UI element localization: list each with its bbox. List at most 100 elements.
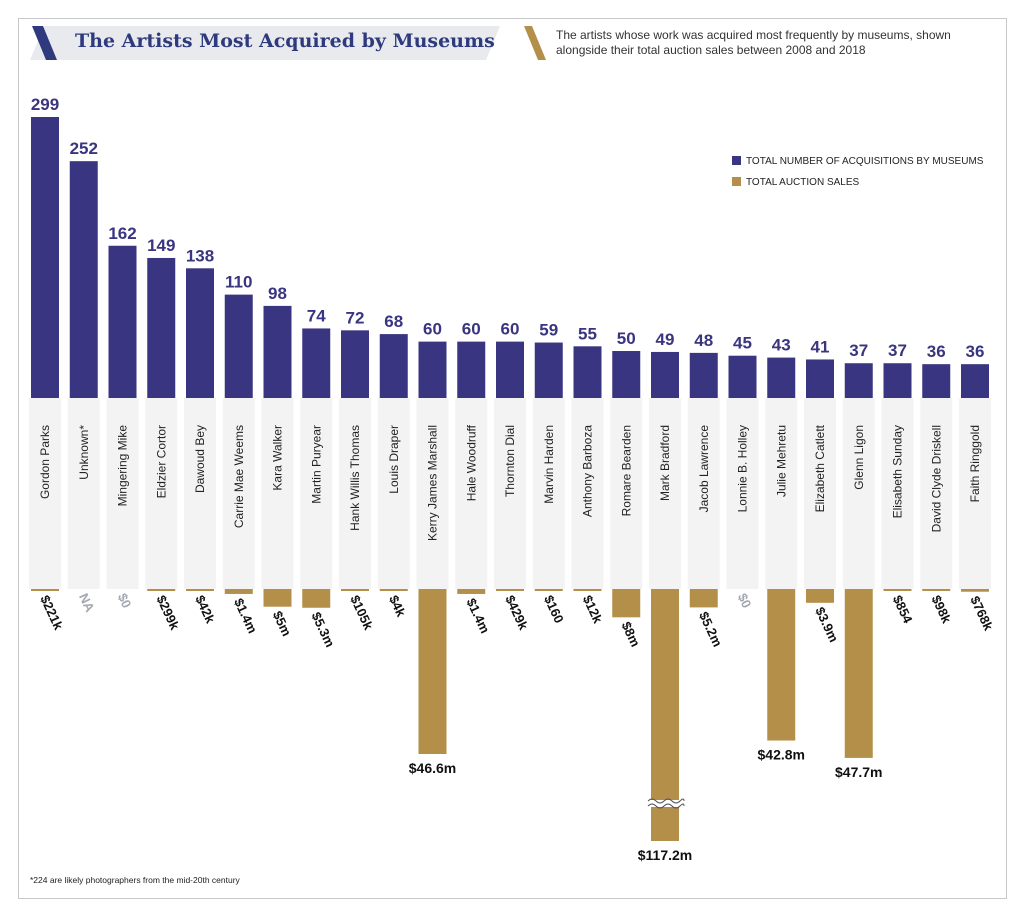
acquisition-value-louis-draper: 68 bbox=[384, 312, 403, 331]
acquisition-bar-faith-ringgold bbox=[961, 364, 989, 398]
acquisition-bar-kara-walker bbox=[263, 305, 292, 398]
category-panel-glenn-ligon bbox=[842, 398, 875, 589]
acquisition-value-thornton-dial: 60 bbox=[501, 320, 520, 339]
acquisition-bar-romare-bearden bbox=[612, 351, 641, 398]
auction-bar-kerry-james-marshall bbox=[418, 589, 447, 754]
category-label-elizabeth-catlett: Elizabeth Catlett bbox=[813, 424, 827, 512]
auction-value-jacob-lawrence: $5.2m bbox=[696, 609, 725, 649]
acquisition-bar-carrie-mae-weems bbox=[224, 294, 253, 398]
category-label-faith-ringgold: Faith Ringgold bbox=[968, 425, 982, 502]
category-label-louis-draper: Louis Draper bbox=[387, 425, 401, 494]
category-panel-elisabeth-sunday bbox=[881, 398, 914, 589]
legend-swatch-acquisitions bbox=[732, 156, 741, 165]
auction-value-marvin-harden: $160 bbox=[541, 593, 567, 626]
acquisition-bar-anthony-barboza bbox=[573, 346, 602, 398]
auction-bar-elisabeth-sunday bbox=[883, 589, 912, 591]
acquisition-value-unknown: 252 bbox=[70, 139, 98, 158]
acquisition-value-elizabeth-catlett: 41 bbox=[811, 337, 830, 356]
auction-value-glenn-ligon: $47.7m bbox=[835, 764, 882, 780]
auction-bar-david-clyde-driskell bbox=[922, 589, 951, 591]
auction-bar-martin-puryear bbox=[302, 589, 331, 608]
legend-item-auction: TOTAL AUCTION SALES bbox=[732, 177, 859, 188]
acquisition-value-jacob-lawrence: 48 bbox=[694, 331, 713, 350]
footnote: *224 are likely photographers from the m… bbox=[30, 875, 240, 885]
auction-bar-glenn-ligon bbox=[844, 589, 873, 758]
category-label-hale-woodruff: Hale Woodruff bbox=[464, 424, 478, 501]
acquisition-value-carrie-mae-weems: 110 bbox=[225, 273, 252, 292]
auction-bar-louis-draper bbox=[379, 589, 408, 591]
acquisition-value-dawoud-bey: 138 bbox=[186, 246, 214, 265]
acquisition-bar-glenn-ligon bbox=[844, 363, 873, 398]
acquisition-bar-hank-willis-thomas bbox=[341, 330, 369, 398]
auction-bar-elizabeth-catlett bbox=[806, 589, 834, 603]
category-panel-mingering-mike bbox=[106, 398, 139, 589]
category-label-romare-bearden: Romare Bearden bbox=[619, 425, 633, 516]
category-label-thornton-dial: Thornton Dial bbox=[503, 425, 517, 497]
acquisition-value-david-clyde-driskell: 36 bbox=[927, 342, 946, 361]
category-label-carrie-mae-weems: Carrie Mae Weems bbox=[232, 425, 246, 528]
category-panel-faith-ringgold bbox=[959, 398, 991, 589]
category-panel-hale-woodruff bbox=[455, 398, 488, 589]
acquisition-bar-gordon-parks bbox=[31, 117, 59, 398]
category-panel-jacob-lawrence bbox=[687, 398, 720, 589]
category-label-martin-puryear: Martin Puryear bbox=[309, 425, 323, 504]
category-panel-thornton-dial bbox=[494, 398, 526, 589]
auction-bar-gordon-parks bbox=[31, 589, 59, 591]
category-label-hank-willis-thomas: Hank Willis Thomas bbox=[348, 425, 362, 531]
acquisition-bar-jacob-lawrence bbox=[689, 352, 718, 398]
acquisition-bar-marvin-harden bbox=[534, 342, 563, 398]
acquisition-bar-julie-mehretu bbox=[767, 357, 796, 398]
auction-value-eldzier-cortor: $299k bbox=[154, 593, 183, 633]
auction-value-thornton-dial: $429k bbox=[502, 593, 531, 633]
acquisition-value-glenn-ligon: 37 bbox=[849, 341, 868, 360]
category-panel-kerry-james-marshall bbox=[416, 398, 449, 589]
category-panel-julie-mehretu bbox=[765, 398, 798, 589]
axis-break-line bbox=[647, 798, 685, 804]
acquisition-value-gordon-parks: 299 bbox=[31, 95, 59, 114]
category-label-kerry-james-marshall: Kerry James Marshall bbox=[426, 425, 440, 541]
category-panel-martin-puryear bbox=[300, 398, 333, 589]
auction-value-hale-woodruff: $1.4m bbox=[464, 596, 493, 636]
auction-value-julie-mehretu: $42.8m bbox=[758, 747, 805, 763]
auction-value-faith-ringgold: $768k bbox=[967, 594, 996, 634]
auction-bar-carrie-mae-weems bbox=[224, 589, 253, 594]
legend-swatch-auction bbox=[732, 177, 741, 186]
acquisition-bar-elizabeth-catlett bbox=[806, 359, 834, 398]
acquisition-bar-thornton-dial bbox=[496, 341, 524, 398]
category-panel-louis-draper bbox=[377, 398, 410, 589]
acquisition-value-kara-walker: 98 bbox=[268, 284, 287, 303]
acquisition-bar-elisabeth-sunday bbox=[883, 363, 912, 398]
category-panel-kara-walker bbox=[261, 398, 294, 589]
auction-bar-anthony-barboza bbox=[573, 589, 602, 591]
category-panel-elizabeth-catlett bbox=[804, 398, 836, 589]
auction-value-unknown: NA bbox=[76, 591, 98, 615]
legend-item-acquisitions: TOTAL NUMBER OF ACQUISITIONS BY MUSEUMS bbox=[732, 156, 983, 167]
category-panel-gordon-parks bbox=[29, 398, 61, 589]
auction-bar-hale-woodruff bbox=[457, 589, 486, 594]
legend-label-auction: TOTAL AUCTION SALES bbox=[746, 177, 860, 188]
category-label-julie-mehretu: Julie Mehretu bbox=[774, 425, 788, 497]
auction-value-hank-willis-thomas: $105k bbox=[347, 593, 376, 633]
acquisition-value-faith-ringgold: 36 bbox=[966, 342, 985, 361]
subtitle-accent bbox=[524, 26, 546, 60]
category-label-dawoud-bey: Dawoud Bey bbox=[193, 425, 207, 493]
auction-bar-jacob-lawrence bbox=[689, 589, 718, 608]
acquisition-value-marvin-harden: 59 bbox=[539, 321, 558, 340]
auction-value-anthony-barboza: $12k bbox=[580, 593, 606, 626]
category-panel-lonnie-b-holley bbox=[726, 398, 759, 589]
axis-break-gap bbox=[648, 800, 682, 807]
category-label-eldzier-cortor: Eldzier Cortor bbox=[154, 425, 168, 498]
chart-subtitle: The artists whose work was acquired most… bbox=[556, 28, 951, 57]
acquisition-value-julie-mehretu: 43 bbox=[772, 336, 791, 355]
axis-break-line bbox=[647, 803, 685, 809]
auction-value-gordon-parks: $221k bbox=[37, 593, 66, 633]
category-panel-unknown bbox=[67, 398, 100, 589]
auction-value-david-clyde-driskell: $98k bbox=[929, 593, 955, 626]
acquisition-value-anthony-barboza: 55 bbox=[578, 324, 597, 343]
auction-value-elisabeth-sunday: $854 bbox=[890, 593, 916, 626]
category-panel-hank-willis-thomas bbox=[339, 398, 371, 589]
acquisition-bar-dawoud-bey bbox=[186, 268, 214, 398]
category-label-david-clyde-driskell: David Clyde Driskell bbox=[929, 425, 943, 532]
auction-value-martin-puryear: $5.3m bbox=[309, 610, 338, 650]
